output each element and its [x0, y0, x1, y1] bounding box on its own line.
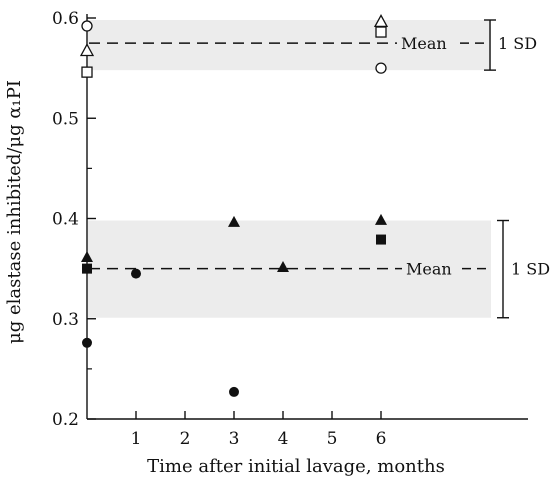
- filled-circle-marker: [229, 386, 239, 397]
- filled-circle-marker: [82, 337, 92, 348]
- mean-lines: Mean Mean: [89, 34, 488, 279]
- y-tick-label: 0.2: [52, 410, 79, 430]
- y-tick-label: 0.5: [52, 109, 79, 129]
- x-tick-label: 6: [376, 429, 387, 449]
- x-tick-label: 5: [327, 429, 338, 449]
- open-circle-marker: [81, 20, 93, 32]
- sd-label: 1 SD: [511, 260, 550, 279]
- filled-triangle-marker: [81, 250, 93, 262]
- sd-band-1: [88, 20, 491, 71]
- y-tick-label: 0.3: [52, 310, 79, 330]
- x-ticks: 1 2 3 4 5 6: [131, 411, 387, 449]
- filled-triangle-marker: [375, 213, 387, 225]
- x-tick-label: 3: [229, 429, 240, 449]
- filled-square-marker: [376, 234, 386, 245]
- y-tick-label: 0.6: [52, 9, 79, 29]
- filled-triangle-marker: [277, 261, 289, 273]
- open-square-marker: [375, 26, 387, 38]
- x-axis-title: Time after initial lavage, months: [147, 456, 445, 477]
- sd-label: 1 SD: [498, 34, 537, 53]
- axes: [86, 14, 528, 420]
- x-tick-label: 4: [278, 429, 289, 449]
- filled-circle-marker: [131, 268, 141, 279]
- x-tick-label: 1: [131, 429, 142, 449]
- y-tick-label: 0.4: [52, 210, 79, 230]
- sd-brackets: 1 SD 1 SD: [484, 19, 550, 319]
- open-triangle-marker: [79, 43, 95, 57]
- mean-label: Mean: [401, 34, 447, 53]
- filled-triangle-marker: [228, 215, 240, 227]
- x-tick-label: 2: [180, 429, 191, 449]
- y-axis-title: μg elastase inhibited/μg α₁PI: [4, 80, 25, 344]
- open-circle-marker: [375, 62, 387, 74]
- data-points: [79, 14, 389, 397]
- mean-label: Mean: [406, 260, 452, 279]
- filled-square-marker: [82, 263, 92, 274]
- open-square-marker: [81, 66, 93, 78]
